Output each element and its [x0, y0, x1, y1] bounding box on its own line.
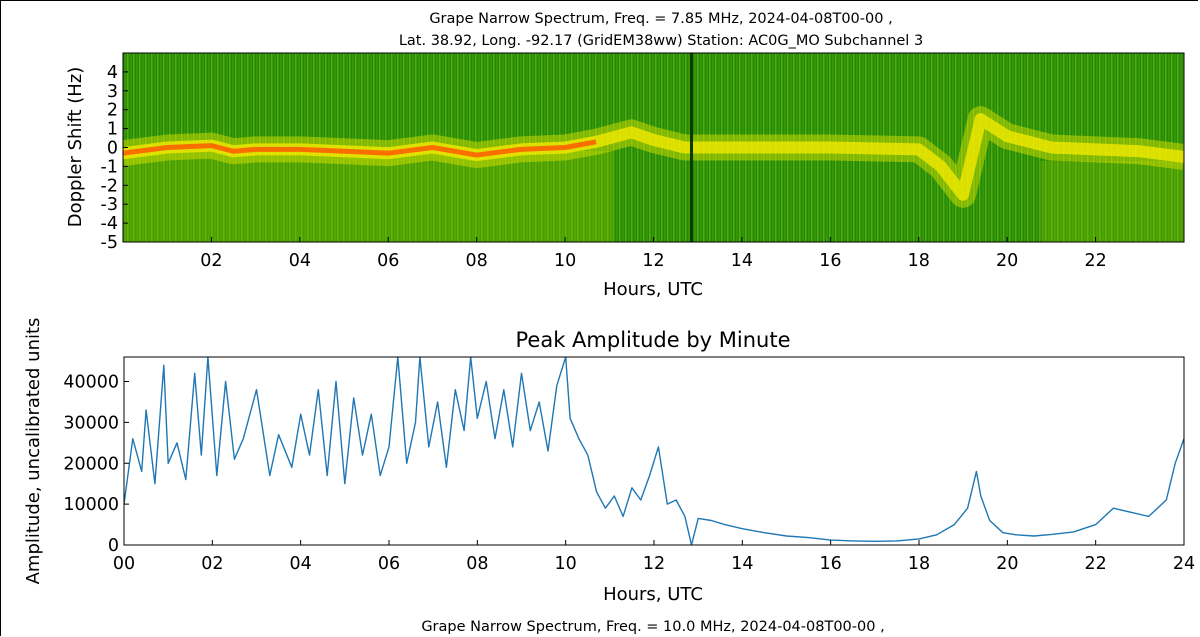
spectrogram-x-tick-label: 18 — [908, 251, 930, 271]
spectrogram-image — [123, 53, 1184, 242]
amplitude-x-tick-label: 04 — [290, 554, 312, 574]
amplitude-x-tick-label: 08 — [466, 554, 488, 574]
amplitude-line — [124, 357, 1184, 545]
amplitude-x-tick-label: 20 — [996, 554, 1018, 574]
amplitude-x-tick-label: 16 — [820, 554, 842, 574]
spectrogram-y-tick-label: -3 — [101, 195, 118, 215]
next-spectrum-title: Grape Narrow Spectrum, Freq. = 10.0 MHz,… — [421, 619, 884, 635]
amplitude-y-ticks: 0 10000 20000 30000 40000 — [63, 373, 129, 556]
amplitude-x-tick-label: 12 — [643, 554, 665, 574]
spectrogram-x-tick-label: 16 — [819, 251, 841, 271]
amplitude-title: Peak Amplitude by Minute — [516, 328, 791, 352]
amplitude-x-tick-label: 00 — [113, 554, 135, 574]
amplitude-y-tick-label: 10000 — [63, 495, 119, 515]
spectrum-title-line2: Lat. 38.92, Long. -92.17 (GridEM38ww) St… — [399, 33, 923, 49]
doppler-trace-hot — [123, 139, 597, 158]
amplitude-x-tick-label: 10 — [555, 554, 577, 574]
spectrogram-x-label: Hours, UTC — [603, 279, 703, 300]
spectrogram-y-tick-label: 3 — [107, 82, 118, 102]
spectrogram-y-tick-label: -4 — [101, 214, 118, 234]
amplitude-x-ticks: 00 02 04 06 08 10 12 14 16 18 20 22 24 — [113, 540, 1195, 574]
spectrogram-x-tick-label: 06 — [377, 251, 399, 271]
amplitude-x-tick-label: 14 — [731, 554, 753, 574]
spectrogram-y-tick-label: 2 — [107, 101, 118, 121]
amplitude-x-tick-label: 18 — [908, 554, 930, 574]
spectrogram-x-tick-label: 22 — [1084, 251, 1106, 271]
spectrogram-x-tick-label: 20 — [996, 251, 1018, 271]
amplitude-y-tick-label: 20000 — [63, 454, 119, 474]
amplitude-x-tick-label: 24 — [1173, 554, 1195, 574]
amplitude-x-label: Hours, UTC — [603, 584, 703, 605]
amplitude-y-label: Amplitude, uncalibrated units — [23, 318, 44, 585]
doppler-band — [123, 106, 1184, 208]
spectrogram-y-tick-label: 4 — [107, 63, 118, 83]
amplitude-y-tick-label: 0 — [108, 536, 119, 556]
amplitude-x-tick-label: 22 — [1085, 554, 1107, 574]
spectrogram-x-tick-label: 02 — [200, 251, 222, 271]
spectrogram-x-tick-label: 08 — [466, 251, 488, 271]
amplitude-x-tick-label: 02 — [201, 554, 223, 574]
spectrogram-x-ticks: 02 04 06 08 10 12 14 16 18 20 22 — [200, 237, 1107, 271]
amplitude-y-tick-label: 40000 — [63, 373, 119, 393]
spectrogram-y-tick-label: -1 — [101, 157, 118, 177]
spectrogram-x-tick-label: 10 — [554, 251, 576, 271]
amplitude-x-tick-label: 06 — [378, 554, 400, 574]
spectrogram-speckle-lower — [123, 151, 613, 242]
spectrogram-y-tick-label: 0 — [107, 139, 118, 159]
spectrogram-dropout-line — [690, 53, 693, 242]
spectrogram-x-tick-label: 04 — [289, 251, 311, 271]
spectrogram-y-tick-label: 1 — [107, 120, 118, 140]
amplitude-y-tick-label: 30000 — [63, 413, 119, 433]
spectrogram-y-tick-label: -5 — [101, 233, 118, 253]
spectrogram-x-tick-label: 12 — [642, 251, 664, 271]
spectrogram-y-label: Doppler Shift (Hz) — [65, 67, 86, 228]
spectrogram-speckle-right — [1041, 161, 1184, 242]
amplitude-plot-area — [124, 357, 1184, 545]
spectrogram-x-tick-label: 14 — [731, 251, 753, 271]
spectrogram-y-tick-label: -2 — [101, 176, 118, 196]
spectrum-title-line1: Grape Narrow Spectrum, Freq. = 7.85 MHz,… — [429, 11, 892, 27]
